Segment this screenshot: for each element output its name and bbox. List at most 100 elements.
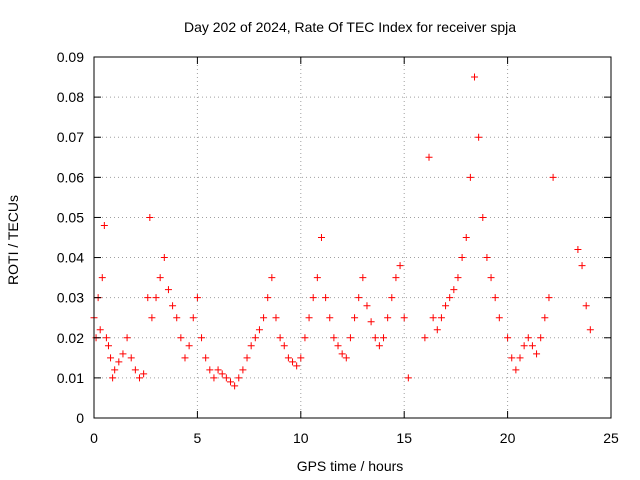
x-tick-label: 15 — [396, 430, 412, 446]
data-point — [549, 173, 557, 181]
data-point — [338, 350, 346, 358]
data-point — [367, 318, 375, 326]
y-tick-label: 0 — [76, 410, 84, 426]
data-point — [471, 73, 479, 81]
data-point — [297, 354, 305, 362]
data-point — [193, 294, 201, 302]
data-point — [404, 374, 412, 382]
x-tick-label: 0 — [90, 430, 98, 446]
data-point — [109, 374, 117, 382]
grid-lines — [94, 57, 611, 418]
y-tick-label: 0.09 — [57, 49, 84, 65]
data-point — [104, 342, 112, 350]
y-tick-label: 0.05 — [57, 209, 84, 225]
data-point — [146, 213, 154, 221]
data-point — [313, 274, 321, 282]
data-point — [148, 314, 156, 322]
data-point — [152, 294, 160, 302]
data-point — [181, 354, 189, 362]
data-point — [363, 302, 371, 310]
data-point — [206, 366, 214, 374]
data-point — [371, 334, 379, 342]
data-point — [384, 314, 392, 322]
data-point — [512, 366, 520, 374]
data-point — [251, 334, 259, 342]
data-point — [578, 262, 586, 270]
data-point — [202, 354, 210, 362]
data-point — [487, 274, 495, 282]
data-point — [326, 314, 334, 322]
data-point — [537, 334, 545, 342]
x-tick-labels: 0 5 10 15 20 25 — [90, 430, 619, 446]
data-point — [309, 294, 317, 302]
y-tick-label: 0.03 — [57, 290, 84, 306]
data-point — [392, 274, 400, 282]
data-point — [433, 326, 441, 334]
x-tick-label: 25 — [603, 430, 619, 446]
data-point — [442, 302, 450, 310]
x-tick-label: 5 — [194, 430, 202, 446]
data-point — [135, 374, 143, 382]
data-point — [156, 274, 164, 282]
y-axis-label: ROTI / TECUs — [5, 195, 21, 285]
data-point — [177, 334, 185, 342]
chart-title: Day 202 of 2024, Rate Of TEC Index for r… — [184, 19, 516, 35]
data-point — [355, 294, 363, 302]
data-point — [107, 354, 115, 362]
data-point — [425, 153, 433, 161]
y-tick-labels: 0 0.01 0.02 0.03 0.04 0.05 0.06 0.07 0.08 0.09 — [57, 49, 84, 426]
x-tick-label: 20 — [500, 430, 516, 446]
data-point — [495, 314, 503, 322]
data-point — [272, 314, 280, 322]
data-point — [421, 334, 429, 342]
data-point — [264, 294, 272, 302]
data-point — [388, 294, 396, 302]
data-point — [226, 378, 234, 386]
data-point — [322, 294, 330, 302]
data-point — [483, 254, 491, 262]
data-point — [317, 234, 325, 241]
data-points — [90, 73, 594, 390]
data-point — [545, 294, 553, 302]
data-point — [140, 370, 148, 378]
data-point — [214, 366, 222, 374]
data-point — [524, 334, 532, 342]
data-point — [235, 374, 243, 382]
x-tick-label: 10 — [293, 430, 309, 446]
data-point — [400, 314, 408, 322]
data-point — [466, 173, 474, 181]
data-point — [301, 334, 309, 342]
data-point — [528, 342, 536, 350]
data-point — [119, 350, 127, 358]
data-point — [231, 382, 239, 390]
data-point — [173, 314, 181, 322]
data-point — [359, 274, 367, 282]
data-point — [450, 286, 458, 294]
data-point — [541, 314, 549, 322]
data-point — [243, 354, 251, 362]
data-point — [342, 354, 350, 362]
data-point — [127, 354, 135, 362]
data-point — [96, 326, 104, 334]
plot-frame — [93, 56, 612, 419]
data-point — [574, 246, 582, 254]
data-point — [218, 370, 226, 378]
axis-ticks — [93, 56, 612, 419]
data-point — [260, 314, 268, 322]
data-point — [276, 334, 284, 342]
data-point — [504, 334, 512, 342]
data-point — [102, 334, 110, 342]
data-point — [458, 254, 466, 262]
data-point — [396, 262, 404, 270]
data-point — [144, 294, 152, 302]
data-point — [268, 274, 276, 282]
data-point — [446, 294, 454, 302]
data-point — [475, 133, 483, 141]
data-point — [198, 334, 206, 342]
data-point — [375, 342, 383, 350]
data-point — [330, 334, 338, 342]
y-tick-label: 0.01 — [57, 370, 84, 386]
y-tick-label: 0.02 — [57, 330, 84, 346]
data-point — [98, 274, 106, 282]
